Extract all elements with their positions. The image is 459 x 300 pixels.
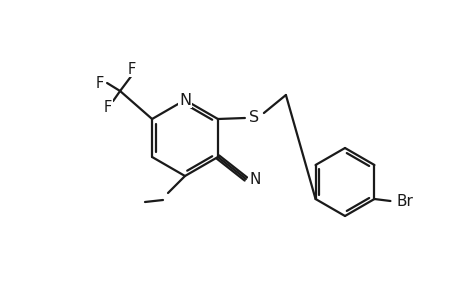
Text: Br: Br	[395, 194, 412, 208]
Text: F: F	[128, 61, 136, 76]
Text: S: S	[248, 110, 258, 124]
Text: F: F	[96, 76, 104, 91]
Text: N: N	[179, 92, 190, 107]
Text: F: F	[104, 100, 112, 115]
Text: N: N	[249, 172, 260, 188]
